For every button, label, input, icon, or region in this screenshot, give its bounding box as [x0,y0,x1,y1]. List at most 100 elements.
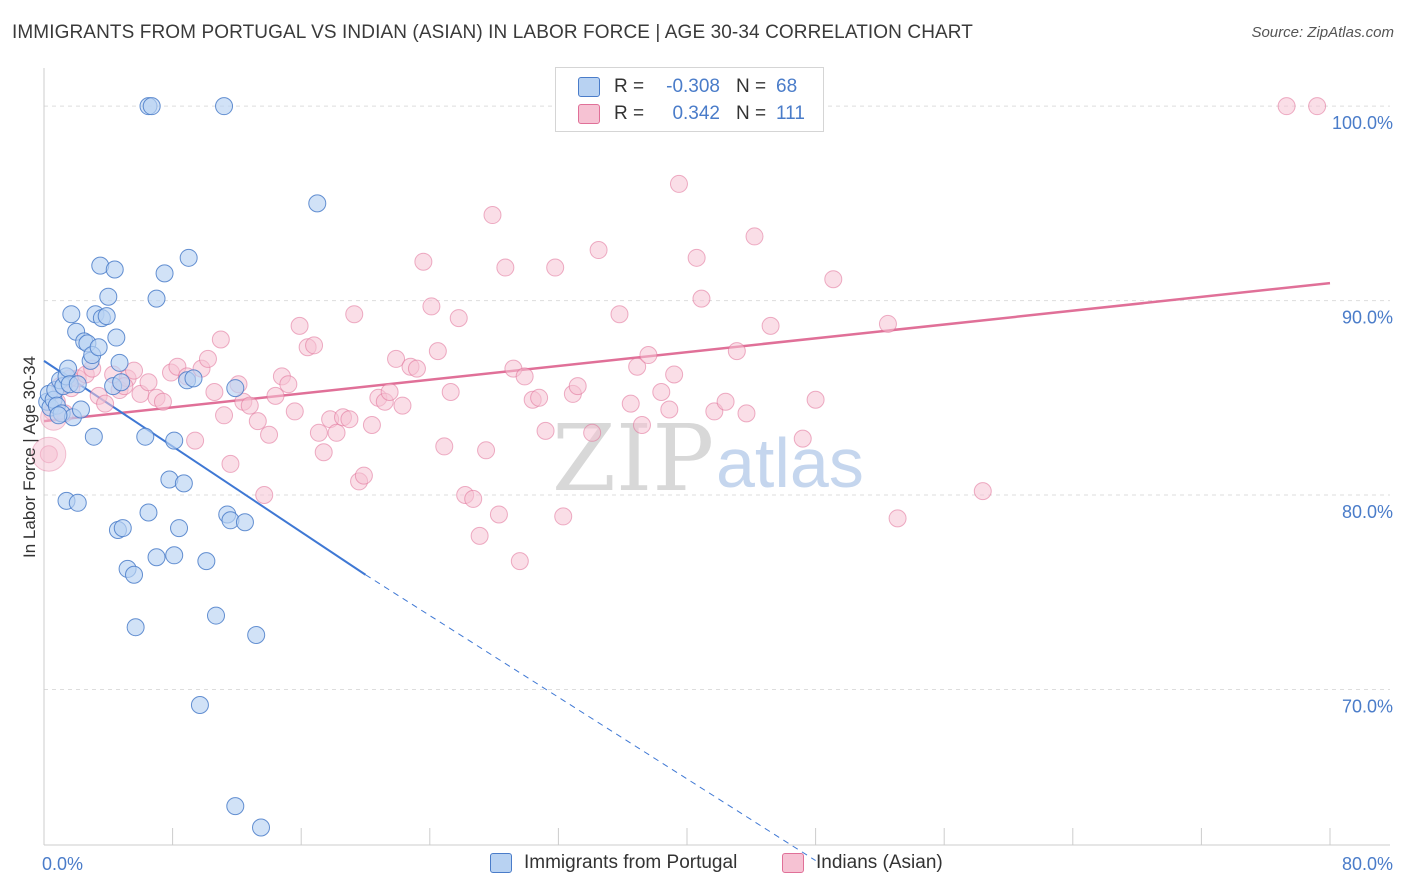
point-portugal [68,493,87,512]
y-axis-label: In Labor Force | Age 30-34 [20,356,39,558]
point-indian-asian [449,309,468,328]
legend-label-portugal: Immigrants from Portugal [524,852,738,873]
point-indian-asian [198,349,217,368]
point-indian-asian [441,382,460,401]
point-indian-asian [96,394,115,413]
point-indian-asian [221,454,240,473]
axes: 70.0% 80.0% 90.0% 100.0% 0.0% 80.0% [42,68,1393,874]
point-indian-asian [345,305,364,324]
point-indian-asian [652,382,671,401]
legend-swatch-pink [782,853,804,873]
point-portugal [110,353,129,372]
point-indian-asian [290,316,309,335]
point-portugal [235,513,254,532]
point-indian-asian [716,392,735,411]
legend-item-portugal[interactable]: Immigrants from Portugal [490,852,737,874]
y-tick-label: 70.0% [1342,696,1393,716]
point-indian-asian [639,346,658,365]
point-portugal [174,474,193,493]
legend-swatch-pink [578,104,600,124]
point-indian-asian [205,382,224,401]
point-indian-asian [583,423,602,442]
point-indian-asian [153,392,172,411]
legend-swatch-blue [578,77,600,97]
point-indian-asian [354,466,373,485]
point-portugal [226,379,245,398]
point-portugal [113,519,132,538]
point-indian-asian [414,252,433,271]
point-indian-asian [477,441,496,460]
watermark-atlas: atlas [716,424,864,502]
legend-item-indian[interactable]: Indians (Asian) [782,852,943,874]
legend-label-indian: Indians (Asian) [816,852,943,873]
point-indian-asian [530,388,549,407]
point-portugal [84,427,103,446]
point-indian-asian [435,437,454,456]
point-indian-asian [285,402,304,421]
point-indian-asian [266,386,285,405]
point-portugal [252,818,271,837]
legend-row-indian: R = 0.342 N = 111 [578,101,805,127]
point-portugal [139,503,158,522]
point-indian-asian [279,375,298,394]
point-portugal [207,606,226,625]
y-tick-label: 100.0% [1332,113,1393,133]
y-tick-label: 80.0% [1342,502,1393,522]
legend-r-value: 0.342 [672,103,720,124]
point-indian-asian [496,258,515,277]
point-indian-asian [536,421,555,440]
point-indian-asian [309,423,328,442]
legend-n-label: N = [736,76,767,97]
point-portugal [59,359,78,378]
point-indian-asian [589,241,608,260]
point-indian-asian [248,412,267,431]
point-indian-asian [327,423,346,442]
point-indian-asian [806,390,825,409]
point-portugal [170,519,189,538]
point-indian-asian [362,416,381,435]
point-indian-asian [973,482,992,501]
point-indian-asian [1308,97,1327,116]
point-portugal [190,696,209,715]
trend-line-portugal-extension [365,574,816,861]
point-portugal [97,307,116,326]
point-portugal [247,626,266,645]
point-indian-asian [215,406,234,425]
point-indian-asian [761,316,780,335]
point-portugal [308,194,327,213]
point-indian-asian [687,248,706,267]
legend-n-value: 68 [776,76,798,97]
point-portugal [112,373,131,392]
point-indian-asian [489,505,508,524]
correlation-legend: R = -0.308 N = 68 R = 0.342 N = 111 [555,67,824,132]
point-indian-asian [125,361,144,380]
point-portugal [165,431,184,450]
point-indian-asian [568,377,587,396]
point-portugal [105,260,124,279]
x-tick-label: 80.0% [1342,854,1393,874]
point-indian-asian [186,431,205,450]
point-indian-asian [305,336,324,355]
trend-lines [43,281,1331,861]
legend-n-label: N = [736,103,767,124]
point-indian-asian [483,206,502,225]
point-portugal [71,400,90,419]
legend-r-value: -0.308 [666,76,720,97]
point-indian-asian [380,382,399,401]
point-indian-asian [464,489,483,508]
point-indian-asian [632,416,651,435]
point-portugal [99,287,118,306]
point-portugal [68,375,87,394]
point-portugal [215,97,234,116]
point-portugal [49,406,68,425]
point-indian-asian [340,410,359,429]
point-indian-asian [546,258,565,277]
point-portugal [89,338,108,357]
legend-swatch-blue [490,853,512,873]
point-portugal [197,552,216,571]
point-indian-asian [240,396,259,415]
point-indian-asian [660,400,679,419]
point-indian-asian [793,429,812,448]
point-portugal [126,618,145,637]
